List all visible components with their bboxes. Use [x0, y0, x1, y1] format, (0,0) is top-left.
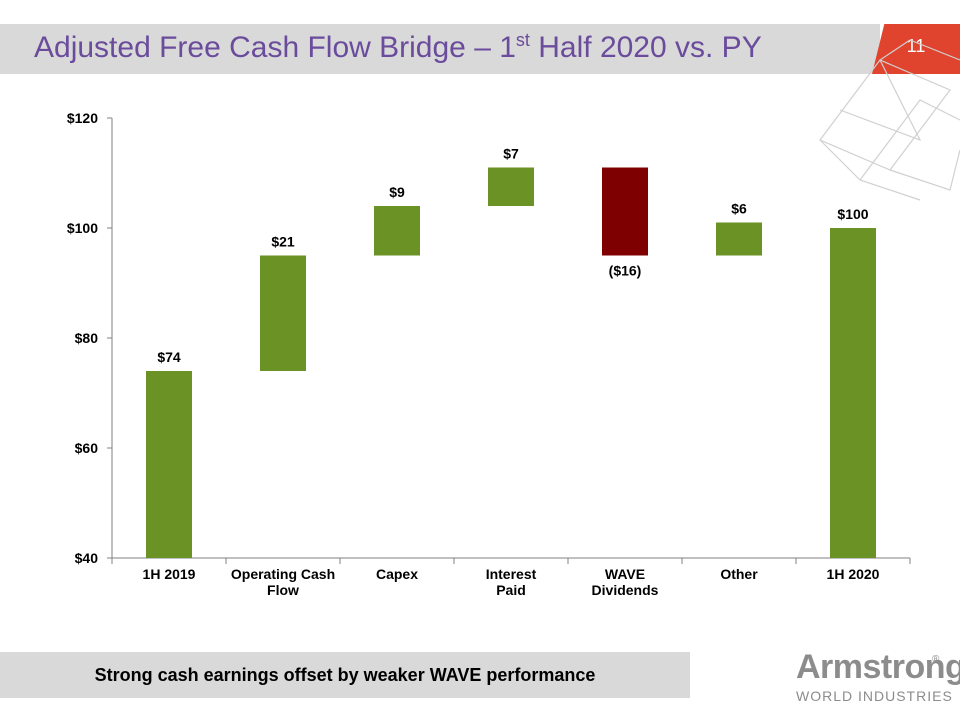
data-label: $6: [731, 201, 747, 217]
decorative-triangle-pattern: [819, 39, 960, 201]
x-tick-label: Capex: [376, 566, 418, 582]
bar-0: [146, 371, 192, 558]
chart-bars: [146, 167, 876, 558]
waterfall-chart: $40 $60 $80 $100 $120 $74 1H 2019 $21 Operating…: [67, 110, 911, 599]
logo-registered-mark: ®: [932, 654, 940, 665]
footer-bar: [0, 652, 690, 698]
logo-subtitle: WORLD INDUSTRIES: [796, 688, 953, 704]
x-tick-label: Dividends: [592, 582, 659, 598]
bar-3: [488, 167, 534, 206]
x-tick-label: 1H 2020: [827, 566, 880, 582]
x-tick-label: Flow: [267, 582, 299, 598]
bar-4: [602, 167, 648, 256]
x-tick-label: Paid: [496, 582, 526, 598]
y-tick-label: $60: [75, 440, 99, 456]
title-superscript: st: [515, 30, 530, 50]
title-bar: [0, 24, 880, 74]
bar-2: [374, 206, 420, 256]
title-suffix: Half 2020 vs. PY: [529, 31, 762, 64]
logo-name: Armstrong: [796, 648, 960, 686]
bar-5: [716, 222, 762, 256]
y-tick-label: $100: [67, 220, 98, 236]
data-label: ($16): [609, 263, 642, 279]
page-title: Adjusted Free Cash Flow Bridge – 1st Hal…: [34, 30, 762, 64]
x-tick-label: Interest: [486, 566, 537, 582]
data-label: $74: [157, 349, 181, 365]
x-tick-label: Operating Cash: [231, 566, 335, 582]
page-number-tab: [872, 24, 960, 74]
y-tick-label: $120: [67, 110, 98, 126]
company-logo: Armstrong ® WORLD INDUSTRIES: [770, 648, 960, 706]
x-tick-label: Other: [720, 566, 758, 582]
chart-axes: $40 $60 $80 $100 $120: [67, 110, 911, 566]
y-tick-label: $80: [75, 330, 99, 346]
data-label: $7: [503, 146, 519, 162]
data-label: $9: [389, 184, 405, 200]
x-tick-label: WAVE: [605, 566, 645, 582]
x-tick-label: 1H 2019: [143, 566, 196, 582]
y-tick-label: $40: [75, 550, 99, 566]
data-label: $100: [837, 206, 868, 222]
bar-1: [260, 255, 306, 371]
bar-6: [830, 228, 876, 558]
data-label: $21: [271, 234, 295, 250]
footer-caption: Strong cash earnings offset by weaker WA…: [94, 665, 596, 685]
